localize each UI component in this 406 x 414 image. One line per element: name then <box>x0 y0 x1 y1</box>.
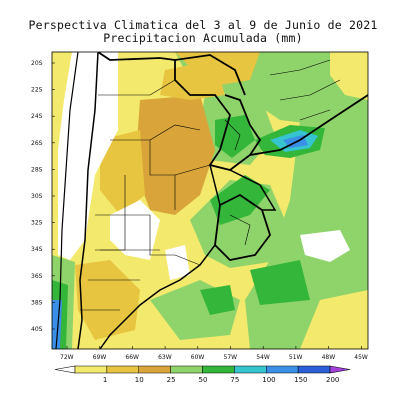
longitude-labels: 72W 69W 66W 63W 60W 57W 54W 51W 48W 45W <box>60 346 368 361</box>
lat-label: 26S <box>31 140 43 147</box>
lat-label: 34S <box>31 246 43 253</box>
latitude-labels: 20S 22S 24S 26S 28S 30S 32S 34S 36S 38S 40S <box>31 60 55 333</box>
lat-label: 30S <box>31 193 43 200</box>
colorbar-label: 200 <box>326 376 339 384</box>
lat-label: 22S <box>31 87 43 94</box>
colorbar-swatch <box>106 365 139 374</box>
map-frame <box>51 51 369 350</box>
lat-label: 24S <box>31 113 43 120</box>
title-line-2: Precipitacion Acumulada (mm) <box>103 31 303 45</box>
lon-label: 51W <box>289 354 303 361</box>
colorbar-swatch <box>138 365 171 374</box>
country-borders <box>55 52 368 349</box>
colorbar-label: 100 <box>262 376 275 384</box>
colorbar-swatch <box>74 365 108 374</box>
precipitation-field <box>52 52 368 349</box>
colorbar-swatch <box>170 365 203 374</box>
lat-label: 28S <box>31 166 43 173</box>
lon-label: 45W <box>354 354 368 361</box>
lat-label: 38S <box>31 299 43 306</box>
colorbar-label: 1 <box>103 376 107 384</box>
colorbar-label: 50 <box>199 376 208 384</box>
colorbar-swatch <box>202 365 235 374</box>
lon-label: 66W <box>125 354 139 361</box>
colorbar-swatch <box>266 365 299 374</box>
colorbar-label: 10 <box>135 376 144 384</box>
colorbar-swatch <box>329 365 351 374</box>
lat-label: 20S <box>31 60 43 67</box>
colorbar-swatch <box>297 365 331 374</box>
colorbar-swatch <box>54 365 76 374</box>
lon-label: 48W <box>322 354 336 361</box>
lon-label: 69W <box>93 354 107 361</box>
lat-label: 36S <box>31 273 43 280</box>
lon-label: 57W <box>224 354 238 361</box>
colorbar-label: 25 <box>167 376 176 384</box>
lon-label: 60W <box>191 354 205 361</box>
province-borders <box>80 59 341 311</box>
colorbar: 1 10 25 50 75 100 150 200 <box>54 365 351 384</box>
lon-label: 63W <box>158 354 172 361</box>
colorbar-label: 75 <box>230 376 239 384</box>
lat-label: 40S <box>31 326 43 333</box>
colorbar-label: 150 <box>294 376 307 384</box>
lat-label: 32S <box>31 220 43 227</box>
title-line-1: Perspectiva Climatica del 3 al 9 de Juni… <box>28 18 378 32</box>
colorbar-swatch <box>234 365 267 374</box>
lon-label: 72W <box>60 354 74 361</box>
lon-label: 54W <box>256 354 270 361</box>
